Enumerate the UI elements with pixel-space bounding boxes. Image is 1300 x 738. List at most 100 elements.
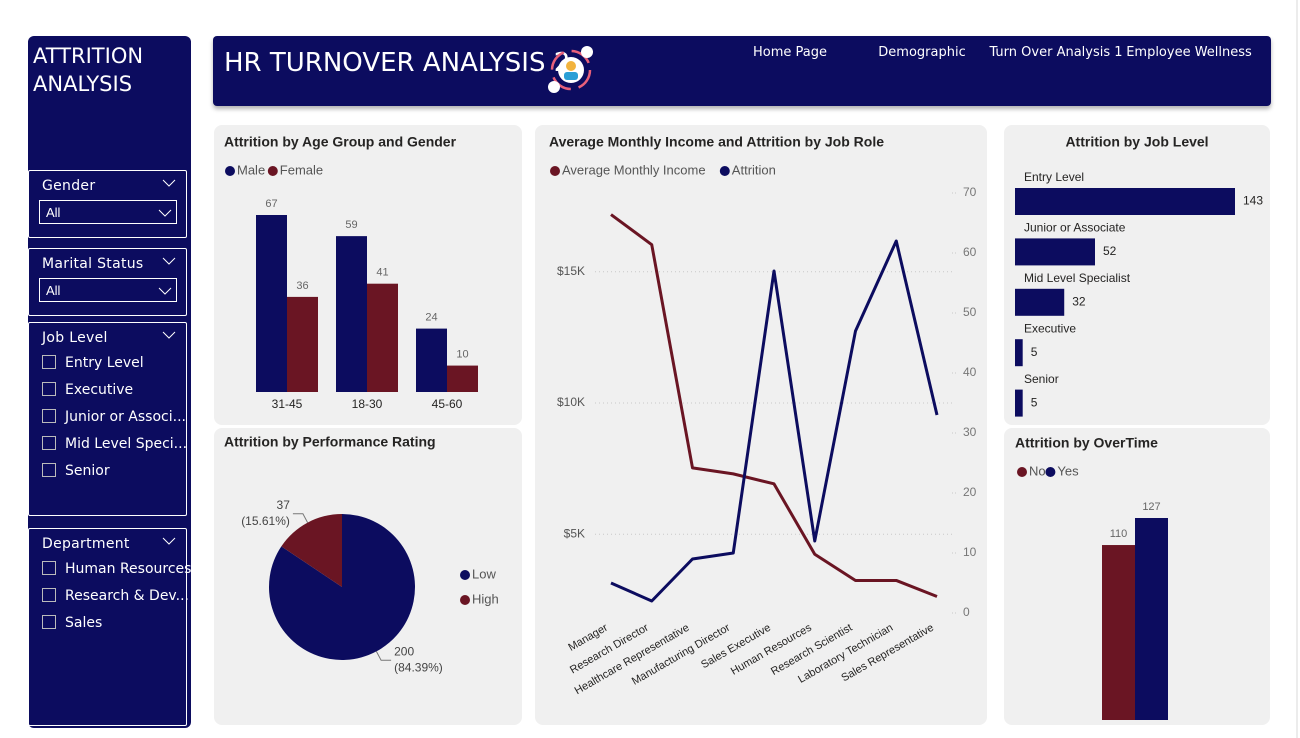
value-label: 59 (345, 219, 357, 231)
legend-label: Average Monthly Income (562, 162, 706, 177)
value-label: 24 (425, 312, 437, 324)
legend-marker (550, 166, 560, 176)
page-title: HR TURNOVER ANALYSIS 2 (224, 48, 571, 78)
checkbox[interactable] (42, 436, 56, 450)
nav-link[interactable]: Employee Wellness (1126, 45, 1252, 60)
bar (287, 296, 318, 392)
bar (367, 283, 398, 392)
checkbox[interactable] (42, 409, 56, 423)
slicer-item[interactable]: Mid Level Speci... (42, 436, 187, 452)
chart-title: Attrition by Job Level (1065, 134, 1208, 150)
bar (1015, 288, 1065, 316)
checkbox[interactable] (42, 463, 56, 477)
category-label: Entry Level (1024, 170, 1084, 184)
percent-label: (15.61%) (241, 514, 290, 528)
value-label: 5 (1031, 345, 1038, 359)
slicer-item[interactable]: Senior (42, 463, 110, 479)
value-label: 37 (277, 498, 291, 512)
sidebar-title: ATTRITION ANALYSIS (33, 44, 144, 96)
bar (1102, 545, 1135, 720)
bar (1015, 339, 1023, 367)
checkbox[interactable] (42, 588, 56, 602)
slicer-item[interactable]: Human Resources (42, 561, 191, 577)
slicer-item-label: Sales (65, 615, 103, 631)
slicer-label: Marital Status (42, 256, 144, 272)
bar (336, 236, 367, 392)
slicer-item-label: Junior or Associ... (65, 409, 186, 425)
category-label: Mid Level Specialist (1024, 271, 1131, 285)
y2-tick-label: 70 (963, 185, 977, 199)
slicer: Job Level Entry Level Executive Junior or A… (28, 322, 187, 516)
slicer-item[interactable]: Sales (42, 615, 102, 631)
category-label: Executive (1024, 321, 1076, 335)
slicer-label: Department (42, 536, 130, 552)
bar (1015, 389, 1023, 417)
legend-marker (460, 570, 470, 580)
legend-marker (1017, 467, 1027, 477)
checkbox[interactable] (42, 382, 56, 396)
percent-label: (84.39%) (394, 660, 443, 674)
slicer-label: Job Level (42, 330, 108, 346)
chevron-line (162, 257, 176, 265)
value-label: 10 (456, 348, 468, 360)
slicer-item-label: Executive (65, 382, 134, 398)
category-label: Senior (1024, 372, 1059, 386)
chevron (158, 287, 172, 295)
header: HR TURNOVER ANALYSIS 2 Home Page Demograp… (213, 36, 1271, 106)
category-label: 31-45 (272, 397, 303, 411)
chevron (162, 537, 176, 545)
value-label: 110 (1110, 528, 1128, 540)
slicer-item-label: Senior (65, 463, 110, 479)
y2-tick-label: 40 (963, 365, 977, 379)
slicer-item[interactable]: Executive (42, 382, 133, 398)
legend-marker (225, 166, 235, 176)
nav-link[interactable]: Demographic (878, 45, 966, 60)
chevron-line (158, 209, 172, 217)
chevron (158, 209, 172, 217)
value-label: 143 (1243, 194, 1263, 208)
value-label: 41 (376, 267, 388, 279)
line-series (610, 239, 939, 603)
title-icon (548, 46, 593, 93)
legend-label: Yes (1057, 463, 1079, 478)
nav-link[interactable]: Home Page (753, 45, 827, 60)
slicer-item[interactable]: Research & Dev... (42, 588, 189, 604)
category-label: Junior or Associate (1024, 221, 1126, 235)
leader-line (292, 513, 309, 523)
y-tick-label: $15K (557, 264, 585, 278)
chevron (162, 331, 176, 339)
dropdown[interactable]: All (39, 278, 177, 302)
slicer-item-label: Mid Level Speci... (65, 436, 188, 452)
slicer-item-label: Entry Level (65, 355, 144, 371)
checkbox[interactable] (42, 561, 56, 575)
y2-tick-label: 30 (963, 425, 977, 439)
y2-tick-label: 20 (963, 485, 977, 499)
chevron-line (158, 287, 172, 295)
pie-slice (281, 514, 342, 587)
bar (1135, 518, 1168, 720)
legend-label: Male (237, 162, 265, 177)
dropdown[interactable]: All (39, 200, 177, 224)
slicer-item[interactable]: Entry Level (42, 355, 144, 371)
checkbox[interactable] (42, 615, 56, 629)
slicer: Marital Status All (28, 248, 187, 316)
value-label: 36 (296, 280, 308, 292)
dropdown-value: All (46, 205, 61, 220)
nav-link[interactable]: Turn Over Analysis 1 (989, 45, 1123, 60)
y-tick-label: $5K (564, 526, 585, 540)
value-label: 67 (265, 198, 277, 210)
y2-tick-label: 60 (963, 245, 977, 259)
legend-label: Attrition (732, 162, 776, 177)
chevron-line (162, 331, 176, 339)
y2-tick-label: 10 (963, 545, 977, 559)
checkbox[interactable] (42, 355, 56, 369)
slicer-item[interactable]: Junior or Associ... (42, 409, 186, 425)
chart-title: Attrition by Performance Rating (224, 434, 436, 450)
legend-marker (267, 166, 278, 176)
bar (1015, 238, 1095, 266)
value-label: 32 (1072, 294, 1086, 308)
value-label: 200 (394, 644, 414, 658)
value-label: 52 (1103, 244, 1117, 258)
